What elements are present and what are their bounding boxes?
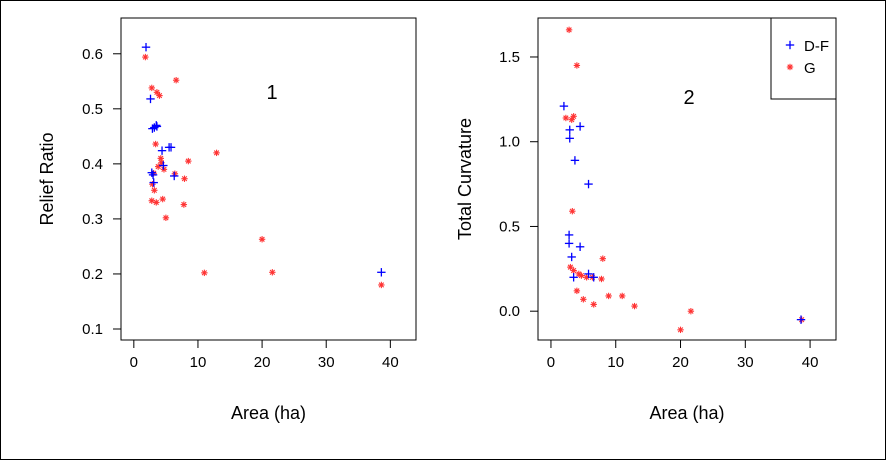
point-2-g-21 xyxy=(687,307,695,315)
y-tick-label-1-4: 0.5 xyxy=(82,101,103,118)
point-1-d-f-6 xyxy=(147,168,156,177)
point-1-g-12 xyxy=(151,187,158,194)
point-2-d-f-5 xyxy=(584,179,593,189)
point-2-g-13 xyxy=(598,275,605,283)
point-2-d-f-10 xyxy=(569,273,578,282)
point-1-g-19 xyxy=(185,157,192,165)
x-tick-label-1-30: 30 xyxy=(318,354,335,371)
x-tick-label-1-20: 20 xyxy=(254,354,271,371)
point-2-d-f-2 xyxy=(565,134,574,143)
point-1-d-f-1 xyxy=(146,94,155,104)
point-2-d-f-6 xyxy=(564,230,574,240)
point-1-d-f-7 xyxy=(148,170,158,180)
y-axis-title-1: Relief Ratio xyxy=(37,132,57,225)
point-1-g-14 xyxy=(153,199,160,206)
point-2-d-f-7 xyxy=(564,239,574,248)
point-1-d-f-9 xyxy=(157,146,167,155)
y-tick-label-1-2: 0.3 xyxy=(82,211,103,228)
point-1-g-16 xyxy=(162,214,170,222)
point-2-g-8 xyxy=(570,267,577,274)
point-1-g-9 xyxy=(154,163,162,170)
point-2-g-20 xyxy=(677,326,684,334)
point-1-g-23 xyxy=(258,236,266,243)
plot-area-2 xyxy=(537,17,837,341)
point-2-g-14 xyxy=(573,287,581,295)
point-2-g-10 xyxy=(578,272,585,279)
x-tick-label-1-40: 40 xyxy=(382,354,399,371)
legend-box xyxy=(770,17,837,100)
point-2-g-6 xyxy=(599,255,606,262)
panel-label-1: 1 xyxy=(266,82,277,104)
x-axis-title-1: Area (ha) xyxy=(231,403,306,423)
plot-area-1 xyxy=(120,17,417,341)
point-2-d-f-12 xyxy=(589,273,598,282)
point-1-g-1 xyxy=(148,84,155,92)
legend-label-g: G xyxy=(804,60,816,77)
y-tick-label-1-0: 0.1 xyxy=(82,321,103,338)
y-tick-label-2-3: 1.5 xyxy=(499,49,520,66)
legend-label-d-f: D-F xyxy=(804,38,829,55)
point-2-g-19 xyxy=(631,302,638,310)
point-2-g-15 xyxy=(580,296,587,303)
point-1-g-6 xyxy=(157,155,164,162)
panel-label-2: 2 xyxy=(683,87,694,109)
point-2-d-f-0 xyxy=(559,101,569,111)
point-2-g-4 xyxy=(562,114,570,122)
point-2-d-f-8 xyxy=(575,242,585,251)
legend-marker-d-f xyxy=(785,40,795,50)
point-2-d-f-11 xyxy=(584,269,593,279)
x-tick-label-2-10: 10 xyxy=(607,354,624,371)
x-tick-label-2-30: 30 xyxy=(737,354,754,371)
point-1-d-f-5 xyxy=(152,122,162,131)
point-1-g-24 xyxy=(269,269,276,276)
point-1-g-21 xyxy=(213,149,220,157)
point-1-g-22 xyxy=(201,269,208,277)
point-2-g-5 xyxy=(569,208,576,215)
point-1-g-5 xyxy=(152,140,159,148)
x-tick-label-1-10: 10 xyxy=(190,354,207,371)
x-tick-label-2-20: 20 xyxy=(672,354,689,371)
point-2-g-3 xyxy=(568,116,575,123)
point-2-d-f-9 xyxy=(567,252,576,262)
point-2-d-f-1 xyxy=(565,125,574,135)
point-1-g-3 xyxy=(172,76,180,84)
y-tick-label-2-2: 1.0 xyxy=(499,134,520,151)
point-1-g-0 xyxy=(142,53,149,61)
point-1-d-f-14 xyxy=(377,268,386,277)
point-2-g-0 xyxy=(565,26,573,34)
x-tick-label-2-40: 40 xyxy=(802,354,819,371)
point-1-g-4 xyxy=(156,92,163,99)
point-1-g-18 xyxy=(181,175,188,182)
point-2-g-1 xyxy=(573,62,581,69)
x-tick-label-1-0: 0 xyxy=(130,354,138,371)
point-2-g-18 xyxy=(619,292,626,300)
legend-marker-g xyxy=(786,63,794,71)
point-2-d-f-3 xyxy=(575,122,585,131)
point-2-g-16 xyxy=(590,301,597,308)
point-1-d-f-13 xyxy=(170,171,179,181)
point-1-g-15 xyxy=(159,195,166,203)
y-tick-label-1-1: 0.2 xyxy=(82,266,103,283)
x-tick-label-2-0: 0 xyxy=(547,354,555,371)
point-2-g-17 xyxy=(605,292,612,300)
y-axis-title-2: Total Curvature xyxy=(455,118,475,240)
x-axis-title-2: Area (ha) xyxy=(649,403,724,423)
point-1-g-25 xyxy=(378,281,385,289)
y-tick-label-2-1: 0.5 xyxy=(499,218,520,235)
point-2-d-f-13 xyxy=(796,315,806,324)
y-tick-label-2-0: 0.0 xyxy=(499,303,520,320)
y-tick-label-1-5: 0.6 xyxy=(82,46,103,63)
point-1-g-20 xyxy=(180,201,188,208)
point-2-d-f-4 xyxy=(570,156,580,165)
point-1-d-f-0 xyxy=(141,42,151,52)
point-1-d-f-10 xyxy=(159,161,168,170)
point-1-d-f-12 xyxy=(166,143,176,152)
y-tick-label-1-3: 0.4 xyxy=(82,156,103,173)
point-1-d-f-8 xyxy=(149,178,158,187)
